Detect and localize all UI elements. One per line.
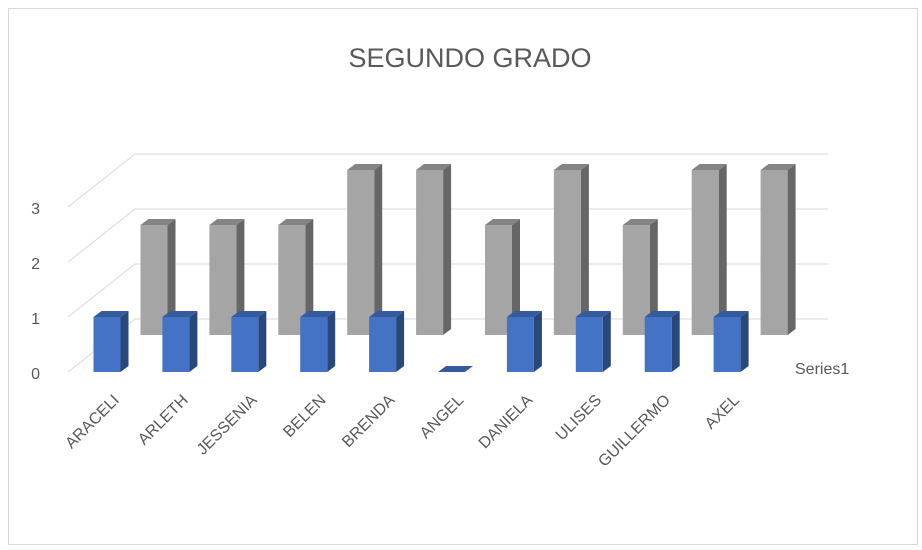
bar-face — [506, 311, 542, 317]
bar-face — [533, 311, 542, 372]
y-tick-label: 2 — [31, 256, 40, 273]
bar-face — [369, 317, 397, 372]
bar-face — [740, 311, 749, 372]
bar-face — [713, 311, 749, 317]
bar-face — [553, 170, 581, 335]
bar — [140, 219, 176, 335]
bar — [506, 311, 542, 372]
bar-face — [644, 311, 680, 317]
bar-face — [231, 317, 259, 372]
bar-face — [691, 164, 727, 170]
series-label: Series1 — [795, 361, 849, 378]
bar-face — [649, 219, 658, 335]
bar — [93, 311, 129, 372]
bar-face — [300, 311, 336, 317]
bar-face — [209, 219, 245, 225]
bar — [231, 311, 267, 372]
bar-face — [167, 219, 176, 335]
bar — [575, 311, 611, 372]
bar-face — [140, 219, 176, 225]
y-tick-label: 0 — [31, 366, 40, 383]
bar — [713, 311, 749, 372]
bar-face — [236, 219, 245, 335]
bar — [300, 311, 336, 372]
bar — [760, 164, 796, 335]
bar-face — [506, 317, 534, 372]
grid-line — [67, 153, 828, 208]
bar — [553, 164, 589, 335]
bar-face — [718, 164, 727, 335]
bar-face — [347, 170, 375, 335]
bar-face — [622, 219, 658, 225]
bar-face — [231, 311, 267, 317]
bar — [644, 311, 680, 372]
bar-face — [713, 317, 741, 372]
bar-face — [189, 311, 198, 372]
bar — [438, 366, 473, 372]
bar — [691, 164, 727, 335]
bar-face — [644, 317, 672, 372]
bar — [347, 164, 383, 335]
bar-face — [443, 164, 452, 335]
bar-face — [575, 317, 603, 372]
y-tick-label: 1 — [31, 311, 40, 328]
bar-face — [602, 311, 611, 372]
bar-face — [327, 311, 336, 372]
bar-face — [485, 219, 520, 225]
bar-face — [162, 311, 198, 317]
chart-title: SEGUNDO GRADO — [348, 43, 591, 73]
bar-face — [512, 219, 520, 335]
bar-face — [305, 219, 314, 335]
bar-face — [374, 164, 383, 335]
bar — [416, 164, 452, 335]
bar-face — [575, 311, 611, 317]
bar-face — [369, 311, 405, 317]
bar-face — [416, 164, 452, 170]
bar-face — [787, 164, 796, 335]
bar-face — [580, 164, 589, 335]
bar — [209, 219, 245, 335]
bar-face — [691, 170, 719, 335]
bar — [162, 311, 198, 372]
bar — [369, 311, 405, 372]
bar-face — [396, 311, 405, 372]
bar-face — [120, 311, 129, 372]
bar-face — [416, 170, 444, 335]
bar-face — [93, 311, 129, 317]
bar-face — [438, 366, 473, 372]
bar-face — [93, 317, 121, 372]
bar-face — [553, 164, 589, 170]
y-tick-label: 3 — [31, 201, 40, 218]
bar-face — [300, 317, 328, 372]
grid-line — [67, 208, 828, 263]
bar-face — [671, 311, 680, 372]
grid-line — [67, 263, 828, 318]
bar-face — [760, 164, 796, 170]
bar-face — [760, 170, 788, 335]
bar-face — [162, 317, 190, 372]
bar-face — [278, 219, 314, 225]
bar-face — [258, 311, 267, 372]
bar-face — [347, 164, 383, 170]
